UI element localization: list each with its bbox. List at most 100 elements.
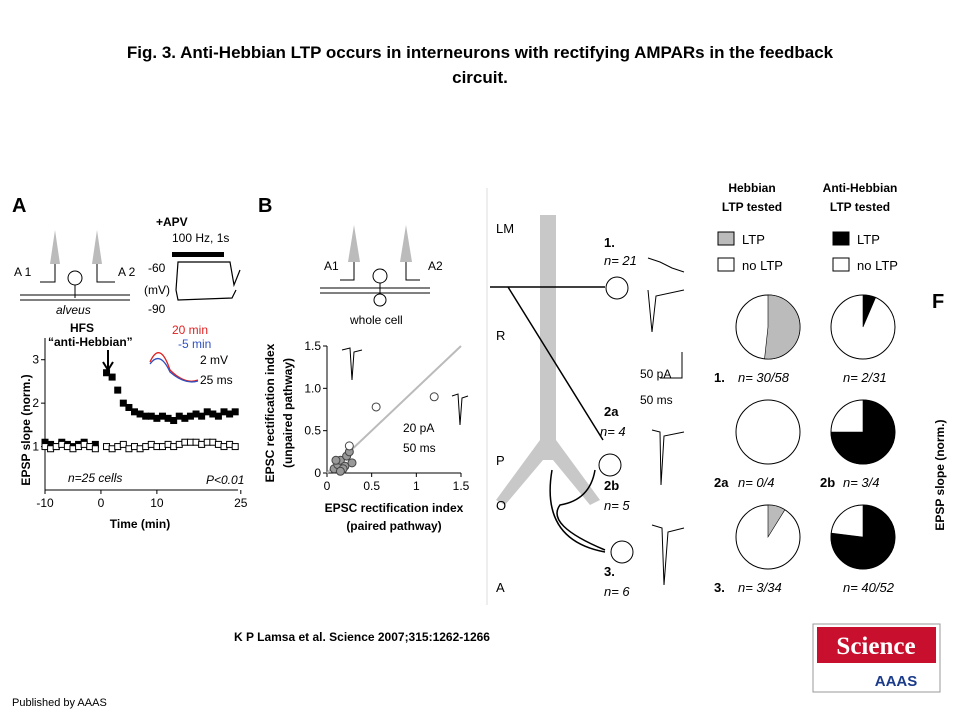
cell-id: 3.	[604, 564, 615, 579]
pie-slice	[862, 294, 877, 328]
label: 2 mV	[200, 353, 228, 367]
axon	[490, 286, 606, 553]
cell-id: 2a	[604, 404, 619, 419]
trace	[451, 393, 469, 426]
annotation: P<0.01	[206, 473, 244, 487]
trace	[647, 257, 685, 586]
point	[344, 441, 354, 451]
legend-swatch	[832, 257, 850, 272]
x-tick-label: 1.5	[453, 479, 470, 493]
layer-label: P	[496, 453, 505, 468]
row-id: 3.	[714, 580, 725, 595]
layer-label: A	[496, 580, 505, 595]
axis-label: (unpaired pathway)	[281, 358, 295, 468]
point	[214, 412, 222, 420]
pipette	[373, 293, 387, 307]
header: Hebbian	[728, 181, 775, 195]
pie-slice	[830, 399, 896, 465]
panel-c: 50 pA 50 ms	[486, 188, 685, 605]
neuron	[50, 230, 60, 264]
logo-org: AAAS	[875, 673, 918, 690]
legend-label: no LTP	[857, 258, 898, 273]
cell-n: n= 21	[604, 253, 637, 268]
x-tick-label: 10	[150, 496, 164, 510]
x-tick-label: 1	[413, 479, 420, 493]
label: whole cell	[349, 313, 403, 327]
y-tick-label: 0.5	[304, 424, 321, 438]
label: 20 min	[172, 323, 208, 337]
legend-swatch	[717, 257, 735, 272]
legend-swatch	[832, 231, 850, 246]
point	[231, 443, 239, 451]
legend-swatch	[717, 231, 735, 246]
point	[114, 386, 122, 394]
cell	[610, 540, 634, 564]
arrow	[102, 350, 114, 372]
label: 50 pA	[640, 367, 671, 381]
point	[331, 455, 341, 465]
pie-label: n= 40/52	[843, 580, 895, 595]
point	[119, 399, 127, 407]
label: +APV	[156, 215, 188, 229]
panel-a: A +APV 100 Hz, 1s -60 (mV) -90 A 1 A 2 a…	[12, 195, 244, 531]
pie-label: n= 2/31	[843, 370, 887, 385]
label: HFS	[70, 321, 94, 335]
annotation: n=25 cells	[68, 471, 122, 485]
y-tick-label: 0	[314, 466, 321, 480]
title: Fig. 3. Anti-Hebbian LTP occurs in inter…	[127, 43, 834, 62]
point	[429, 392, 439, 402]
citation: K P Lamsa et al. Science 2007;315:1262-1…	[234, 630, 490, 644]
point	[125, 403, 133, 411]
label: A 1	[14, 265, 32, 279]
point	[91, 445, 99, 453]
trace	[149, 357, 199, 383]
logo: Science AAAS	[812, 623, 941, 693]
label: alveus	[56, 303, 91, 317]
point	[119, 440, 127, 448]
label: 25 ms	[200, 373, 233, 387]
pie-label: n= 30/58	[738, 370, 790, 385]
point	[335, 466, 345, 476]
point	[231, 408, 239, 416]
header: Anti-Hebbian	[823, 181, 898, 195]
neuron	[496, 215, 600, 505]
cell	[605, 276, 629, 300]
pie-label: n= 3/34	[738, 580, 782, 595]
layer-label: O	[496, 498, 506, 513]
cell-id: 1.	[604, 235, 615, 250]
header: LTP tested	[722, 200, 782, 214]
label: 20 pA	[403, 421, 434, 435]
y-tick-label: 1.0	[304, 381, 321, 395]
label: (mV)	[144, 283, 170, 297]
label: A1	[324, 259, 339, 273]
layer-label: LM	[496, 221, 514, 236]
pie-slice	[830, 504, 896, 570]
y-tick-label: 3	[32, 353, 39, 367]
y-tick-label: 1	[32, 440, 39, 454]
label: A2	[428, 259, 443, 273]
logo-band	[817, 627, 936, 663]
cell	[67, 270, 83, 286]
title: circuit.	[452, 68, 508, 87]
panel-letter: A	[12, 195, 26, 217]
diagram	[320, 262, 430, 300]
label: 50 ms	[403, 441, 436, 455]
point	[103, 369, 111, 377]
axis-label: (paired pathway)	[346, 519, 441, 533]
axis-label: Time (min)	[110, 517, 170, 531]
cell-n: n= 6	[604, 584, 630, 599]
panel-letter: B	[258, 195, 272, 217]
row-id: 1.	[714, 370, 725, 385]
label: A 2	[118, 265, 136, 279]
x-tick-label: -10	[36, 496, 54, 510]
neuron	[348, 225, 360, 262]
cell	[598, 453, 622, 477]
pies: Hebbian LTP tested Anti-Hebbian LTP test…	[722, 181, 897, 214]
panel-letter: F	[932, 291, 944, 313]
axis-label: EPSP slope (norm.)	[933, 419, 947, 530]
cell-id: 2b	[604, 478, 619, 493]
legend-label: LTP	[857, 232, 880, 247]
row-id: 2a	[714, 475, 729, 490]
trace	[341, 347, 363, 381]
